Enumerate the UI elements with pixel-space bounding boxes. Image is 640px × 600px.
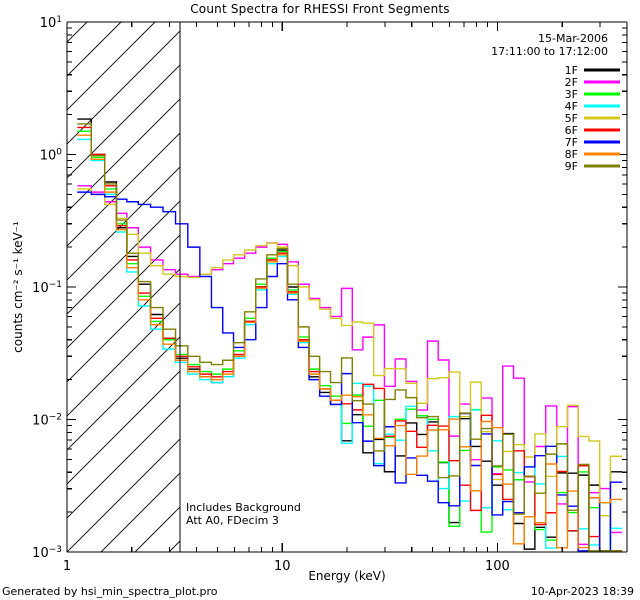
footer-generator: Generated by hsi_min_spectra_plot.pro [2, 585, 218, 598]
legend-label-9f: 9F [565, 160, 578, 173]
series-9f [77, 123, 623, 552]
x-axis-title: Energy (keV) [308, 569, 385, 583]
y-tick-labels: 101 100 10−1 10−2 10−3 [32, 15, 62, 561]
page-title: Count Spectra for RHESSI Front Segments [190, 2, 450, 16]
annotation-includes-background: Includes Background [186, 501, 301, 514]
legend-time-range: 17:11:00 to 17:12:00 [491, 45, 608, 58]
series-6f [77, 126, 623, 552]
y-tick-label: 101 [40, 15, 62, 31]
footer-timestamp: 10-Apr-2023 18:39 [530, 585, 634, 598]
legend-label-3f: 3F [565, 88, 578, 101]
x-tick-labels: 1 10 100 [63, 559, 510, 574]
legend-label-7f: 7F [565, 136, 578, 149]
series-8f [77, 134, 623, 549]
y-tick-label: 10−3 [32, 545, 62, 561]
legend-label-4f: 4F [565, 100, 578, 113]
x-tick-label: 10 [274, 559, 291, 574]
series-2f [77, 185, 623, 546]
y-tick-label: 100 [40, 148, 63, 164]
series-container [77, 118, 623, 552]
series-7f [77, 191, 623, 552]
legend-label-8f: 8F [565, 148, 578, 161]
legend-date: 15-Mar-2006 [538, 32, 608, 45]
y-tick-label: 10−1 [32, 280, 62, 296]
excluded-band-hatching [67, 22, 180, 552]
series-4f [77, 138, 623, 552]
axis-ticks [66, 21, 628, 553]
y-tick-label: 10−2 [32, 413, 62, 429]
y-axis-title: counts cm⁻² s⁻¹ keV⁻¹ [11, 221, 25, 353]
legend-label-5f: 5F [565, 112, 578, 125]
series-5f [77, 188, 623, 517]
x-tick-label: 1 [63, 559, 71, 574]
legend-label-6f: 6F [565, 124, 578, 137]
legend-label-2f: 2F [565, 76, 578, 89]
x-tick-label: 100 [485, 559, 510, 574]
legend-label-1f: 1F [565, 64, 578, 77]
annotation-att-fdecim: Att A0, FDecim 3 [186, 514, 279, 527]
series-3f [77, 130, 623, 552]
series-1f [77, 118, 623, 552]
